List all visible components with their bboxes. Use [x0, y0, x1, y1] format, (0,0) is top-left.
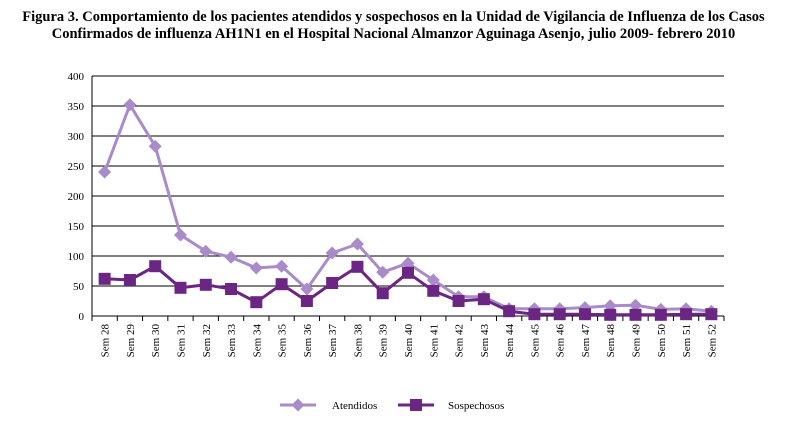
- data-point-atendidos: [98, 165, 112, 179]
- x-axis-ticks: Sem 28 Sem 29 Sem 30 Sem 31 Sem 32 Sem 33 Sem …: [91, 316, 725, 358]
- data-point-sospechosos: [250, 296, 263, 309]
- x-tick-label: Sem 38: [352, 324, 364, 358]
- x-tick-label: Sem 28: [100, 324, 112, 358]
- x-tick-label: Sem 32: [201, 324, 213, 357]
- data-point-atendidos: [123, 98, 137, 112]
- x-tick-label: Sem 44: [504, 324, 516, 358]
- legend: Atendidos Sospechosos: [280, 398, 504, 412]
- x-tick-label: Sem 47: [580, 324, 592, 358]
- data-point-sospechosos: [149, 260, 162, 273]
- data-point-atendidos: [426, 273, 440, 287]
- data-point-atendidos: [224, 250, 238, 264]
- data-point-sospechosos: [123, 274, 136, 286]
- x-tick-label: Sem 46: [555, 324, 567, 358]
- data-point-atendidos: [249, 261, 263, 275]
- x-tick-label: Sem 35: [277, 324, 289, 358]
- legend-marker-atendidos: [291, 398, 305, 412]
- x-tick-label: Sem 40: [403, 324, 415, 358]
- x-tick-label: Sem 37: [327, 324, 339, 358]
- gridlines: [92, 75, 724, 287]
- x-tick-label: Sem 50: [656, 324, 668, 358]
- data-point-sospechosos: [528, 308, 541, 321]
- x-tick-label: Sem 45: [529, 324, 541, 358]
- y-tick-label: 350: [68, 101, 85, 113]
- x-tick-label: Sem 48: [605, 324, 617, 358]
- x-tick-label: Sem 52: [706, 324, 718, 357]
- figure-title: Figura 3. Comportamiento de los paciente…: [0, 9, 787, 43]
- legend-label-sospechosos: Sospechosos: [448, 400, 504, 412]
- data-point-sospechosos: [654, 308, 667, 321]
- x-tick-label: Sem 41: [428, 324, 440, 357]
- y-tick-label: 0: [79, 311, 85, 323]
- legend-label-atendidos: Atendidos: [332, 400, 377, 412]
- data-point-atendidos: [376, 265, 390, 279]
- x-tick-label: Sem 31: [175, 324, 187, 357]
- data-point-sospechosos: [629, 308, 642, 321]
- y-axis-ticks: 0 50 100 150 200 250 300 350 400: [68, 71, 85, 323]
- data-point-sospechosos: [326, 277, 339, 289]
- x-tick-label: Sem 33: [226, 324, 238, 358]
- x-tick-label: Sem 49: [631, 324, 643, 358]
- series-atendidos: [98, 98, 718, 318]
- figure-title-line-1: Figura 3. Comportamiento de los paciente…: [22, 9, 765, 25]
- x-tick-label: Sem 42: [454, 324, 466, 357]
- data-point-sospechosos: [300, 295, 313, 307]
- data-point-atendidos: [350, 237, 364, 251]
- data-point-sospechosos: [427, 284, 440, 297]
- data-point-sospechosos: [174, 281, 187, 294]
- data-point-atendidos: [148, 139, 162, 153]
- data-point-atendidos: [275, 259, 289, 273]
- data-point-sospechosos: [376, 287, 389, 300]
- y-tick-label: 300: [68, 131, 85, 143]
- y-tick-label: 400: [68, 71, 85, 83]
- data-point-atendidos: [629, 298, 643, 312]
- data-point-atendidos: [325, 246, 339, 260]
- data-point-sospechosos: [680, 308, 693, 321]
- legend-item-atendidos: Atendidos: [280, 398, 377, 412]
- data-point-sospechosos: [351, 260, 364, 273]
- data-point-sospechosos: [452, 295, 465, 307]
- x-tick-label: Sem 36: [302, 324, 314, 358]
- data-point-sospechosos: [553, 308, 566, 321]
- series-sospechosos: [98, 260, 718, 321]
- data-point-sospechosos: [225, 283, 238, 295]
- data-point-sospechosos: [578, 308, 591, 321]
- data-point-atendidos: [401, 256, 415, 270]
- data-point-sospechosos: [402, 266, 414, 279]
- y-tick-label: 100: [68, 251, 85, 263]
- data-point-sospechosos: [604, 308, 617, 321]
- y-tick-label: 150: [68, 221, 85, 233]
- y-tick-label: 50: [73, 281, 85, 293]
- x-tick-label: Sem 39: [378, 324, 390, 358]
- data-point-sospechosos: [199, 278, 212, 291]
- x-tick-label: Sem 51: [681, 324, 693, 357]
- data-point-sospechosos: [477, 293, 490, 306]
- legend-marker-sospechosos: [410, 399, 422, 411]
- x-tick-label: Sem 29: [125, 324, 137, 358]
- data-point-sospechosos: [275, 278, 288, 291]
- y-tick-label: 250: [68, 161, 85, 173]
- x-tick-label: Sem 43: [479, 324, 491, 358]
- x-tick-label: Sem 34: [251, 324, 263, 358]
- y-tick-label: 200: [68, 191, 85, 203]
- legend-item-sospechosos: Sospechosos: [398, 399, 504, 412]
- data-point-sospechosos: [503, 305, 516, 318]
- figure-title-line-2: Confirmados de influenza AH1N1 en el Hos…: [51, 26, 736, 42]
- data-point-atendidos: [199, 244, 213, 258]
- data-point-atendidos: [173, 228, 187, 242]
- data-point-sospechosos: [98, 272, 111, 285]
- data-point-sospechosos: [705, 308, 718, 321]
- data-point-atendidos: [300, 282, 314, 296]
- x-tick-label: Sem 30: [150, 324, 162, 358]
